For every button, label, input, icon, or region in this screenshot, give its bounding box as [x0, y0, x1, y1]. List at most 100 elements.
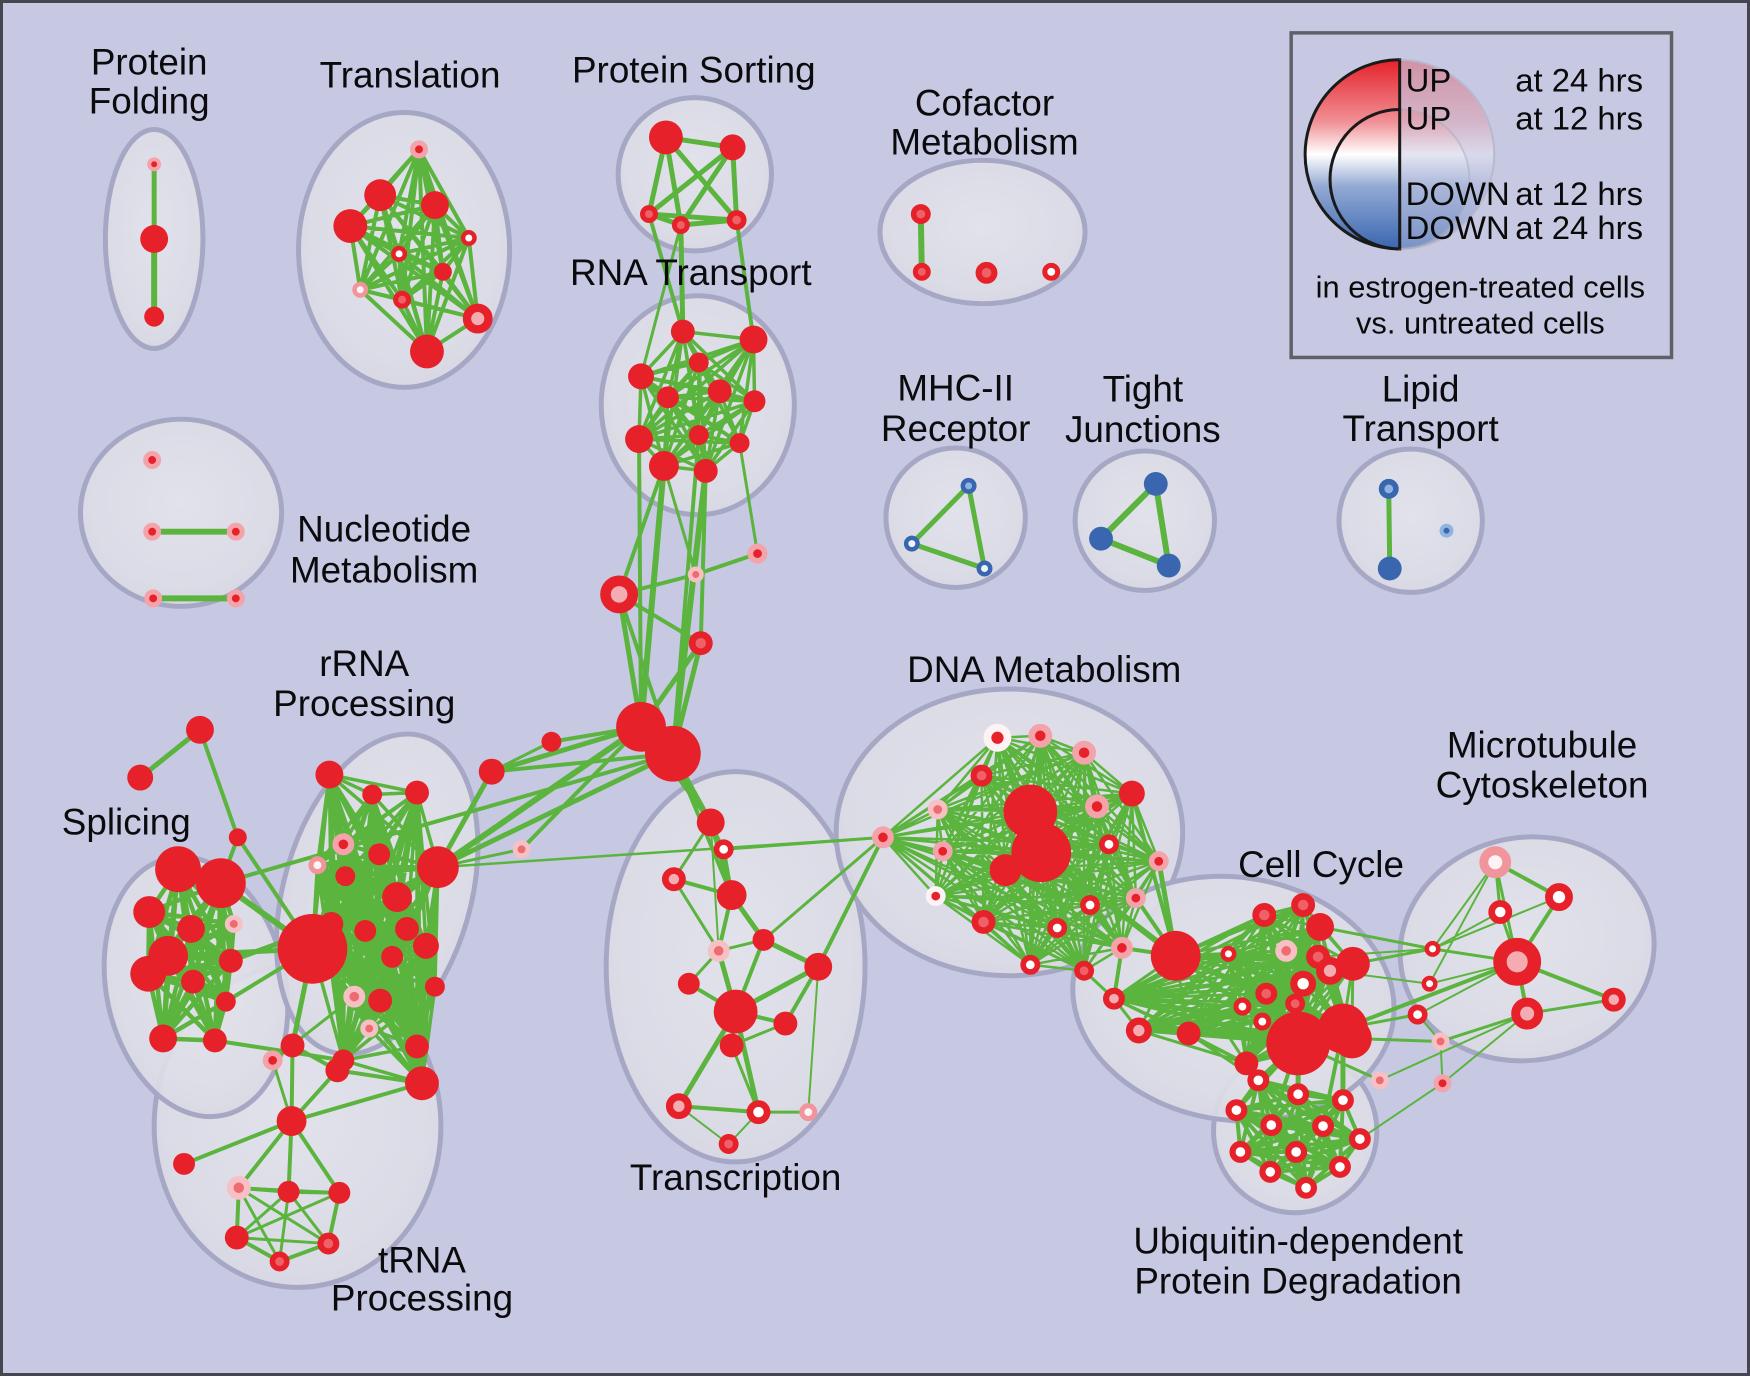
node-backbone-9 [541, 731, 562, 752]
node-transcription-9 [773, 1011, 798, 1036]
link-edge [734, 218, 756, 342]
node-dna-10 [932, 841, 953, 862]
node-splicing-6 [218, 948, 243, 973]
node-translation-9 [462, 303, 493, 334]
node-nucleotide-4 [226, 589, 245, 608]
node-cell_cycle-7 [1306, 913, 1334, 941]
node-splicing-5 [148, 935, 189, 976]
node-cofactor-1 [912, 262, 931, 281]
node-rna_transport-5 [707, 379, 732, 404]
legend-up24-time: at 24 hrs [1515, 62, 1643, 99]
legend-up24-dir: UP [1406, 62, 1452, 99]
edge [807, 965, 820, 1114]
node-dna-11 [1099, 834, 1119, 855]
node-rrna-21 [405, 1066, 439, 1101]
node-rrna-12 [395, 916, 419, 941]
node-dna-14 [971, 910, 996, 934]
node-dna-17 [1047, 917, 1068, 938]
link-edge [678, 222, 686, 335]
node-translation-0 [410, 140, 428, 159]
cluster-dna-label: DNA Metabolism [907, 649, 1181, 690]
node-transcription-3 [716, 880, 747, 911]
link-edge [670, 433, 701, 756]
edge [1152, 480, 1172, 569]
node-dna-15 [1080, 895, 1101, 916]
cluster-cofactor-label: Cofactor Metabolism [890, 83, 1078, 163]
node-cell_cycle-4 [1220, 945, 1237, 962]
node-tight-0 [1143, 471, 1168, 496]
node-rrna-19 [405, 1034, 429, 1059]
node-rrna-13 [381, 945, 404, 968]
node-dna-18 [1110, 936, 1133, 959]
cluster-protein_sorting-edges [646, 134, 740, 228]
node-backbone-5 [747, 543, 768, 564]
node-splicing-3 [177, 915, 205, 943]
node-ubiquitin-0 [1247, 1069, 1270, 1092]
cluster-mhc-label: MHC-II Receptor [881, 367, 1030, 449]
cluster-transcription-label: Transcription [630, 1157, 842, 1198]
edge [672, 877, 721, 953]
edge [909, 541, 988, 572]
edge [1441, 1012, 1529, 1085]
node-cell_cycle-13 [1255, 982, 1278, 1005]
cluster-cell_cycle-label: Cell Cycle [1238, 844, 1404, 885]
legend-up12-time: at 12 hrs [1515, 99, 1643, 136]
node-trna-4 [173, 1152, 195, 1175]
node-ubiquitin-10 [1259, 1160, 1282, 1183]
node-dna-19 [1020, 954, 1041, 975]
link-edge [289, 1081, 424, 1124]
edge [1378, 1012, 1529, 1082]
node-ubiquitin-6 [1348, 1128, 1371, 1150]
node-backbone-1 [127, 764, 154, 791]
edge [182, 1119, 294, 1166]
node-cell_cycle-3 [1176, 1021, 1201, 1046]
node-microtubule-1 [1545, 883, 1573, 912]
link-edge [212, 1038, 346, 1063]
node-translation-7 [352, 281, 369, 298]
cluster-tight-region [1072, 448, 1218, 593]
edge [197, 727, 240, 840]
node-dna-4 [927, 799, 948, 820]
legend-down12-time: at 12 hrs [1515, 175, 1643, 212]
node-translation-8 [393, 290, 412, 309]
link-edge [218, 751, 675, 886]
node-rna_transport-10 [648, 451, 679, 481]
node-dna-16 [1125, 888, 1146, 909]
node-dna-12 [1148, 851, 1169, 872]
node-rna_transport-9 [729, 433, 750, 454]
node-rrna-0 [315, 760, 344, 789]
node-cell_cycle-11 [1290, 970, 1317, 997]
node-dna-8 [1011, 822, 1072, 883]
node-protein_sorting-0 [648, 120, 683, 155]
node-translation-2 [333, 209, 368, 243]
node-transcription-10 [719, 1033, 744, 1058]
node-cell_cycle-14 [1233, 997, 1252, 1016]
edge [1431, 861, 1497, 950]
node-tight-2 [1156, 553, 1181, 578]
node-splicing-0 [155, 846, 201, 893]
node-microtubule-5 [1601, 987, 1626, 1012]
node-microtubule-9 [1431, 1032, 1450, 1051]
node-rna_transport-11 [693, 459, 718, 483]
node-lipid-0 [1378, 478, 1399, 499]
node-trna-3 [276, 1106, 307, 1137]
node-rna_transport-6 [743, 390, 766, 413]
node-rna_transport-8 [688, 425, 709, 446]
node-protein_sorting-1 [719, 134, 746, 161]
node-cofactor-3 [1042, 262, 1061, 281]
node-lipid-2 [1439, 523, 1454, 538]
legend-caption-line1: in estrogen-treated cells [1316, 270, 1645, 305]
cluster-rna_transport-edges [637, 329, 757, 473]
node-lipid-1 [1377, 556, 1402, 581]
node-cell_cycle-1 [1103, 987, 1125, 1010]
link-edge [816, 835, 885, 969]
edge [235, 1236, 330, 1246]
node-dna-1 [1028, 723, 1053, 748]
link-edge [698, 468, 708, 646]
edge [1386, 486, 1393, 572]
edge [1428, 861, 1497, 985]
node-cell_cycle-17 [1318, 1003, 1368, 1054]
node-translation-1 [364, 179, 397, 212]
edge [235, 1191, 341, 1240]
node-microtubule-3 [1493, 937, 1542, 986]
